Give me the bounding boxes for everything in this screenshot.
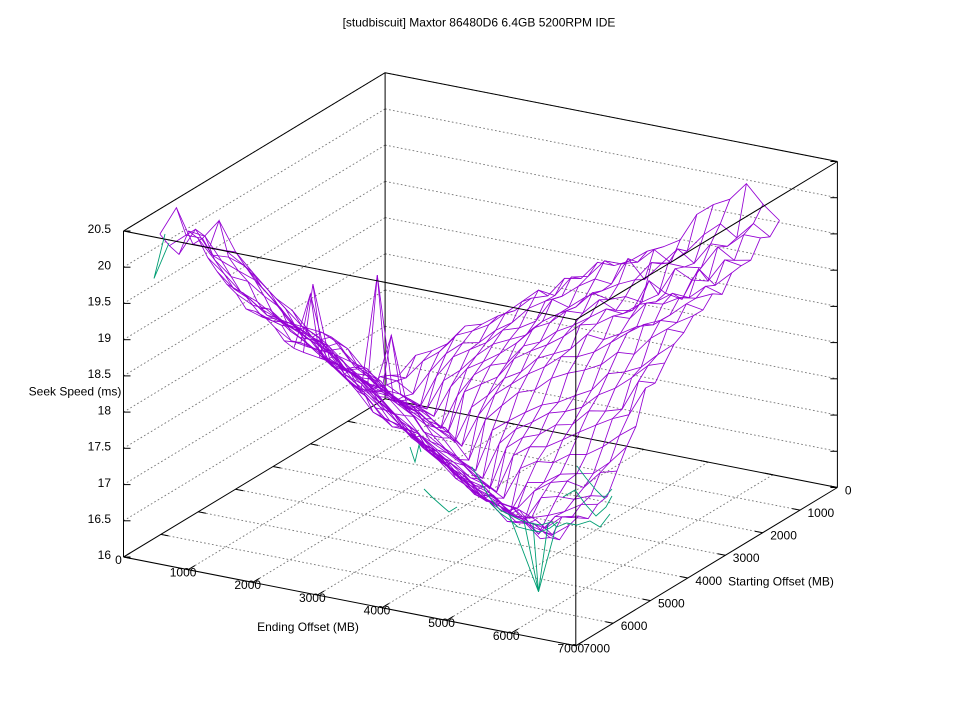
svg-text:6000: 6000 [493, 629, 520, 643]
svg-text:5000: 5000 [428, 616, 455, 630]
svg-text:16: 16 [98, 548, 112, 562]
svg-text:Seek Speed (ms): Seek Speed (ms) [29, 385, 122, 399]
svg-text:2000: 2000 [234, 578, 261, 592]
svg-text:20: 20 [98, 258, 112, 272]
svg-text:19: 19 [98, 331, 112, 345]
svg-text:0: 0 [115, 553, 122, 567]
svg-text:1000: 1000 [808, 506, 835, 520]
svg-text:0: 0 [845, 483, 852, 497]
svg-text:16.5: 16.5 [88, 512, 112, 526]
svg-text:2000: 2000 [770, 529, 797, 543]
svg-text:1000: 1000 [170, 566, 197, 580]
svg-text:3000: 3000 [299, 591, 326, 605]
svg-text:17: 17 [98, 476, 112, 490]
svg-text:6000: 6000 [621, 619, 648, 633]
svg-text:20.5: 20.5 [88, 222, 112, 236]
svg-text:7000: 7000 [557, 642, 584, 656]
svg-text:7000: 7000 [583, 642, 610, 656]
svg-text:18.5: 18.5 [88, 367, 112, 381]
svg-text:19.5: 19.5 [88, 295, 112, 309]
svg-text:18: 18 [98, 403, 112, 417]
svg-text:Ending Offset (MB): Ending Offset (MB) [257, 620, 359, 634]
svg-text:[studbiscuit] Maxtor 86480D6 6: [studbiscuit] Maxtor 86480D6 6.4GB 5200R… [343, 16, 616, 30]
svg-text:4000: 4000 [364, 604, 391, 618]
svg-text:5000: 5000 [658, 596, 685, 610]
svg-text:Starting Offset (MB): Starting Offset (MB) [728, 575, 834, 589]
svg-text:4000: 4000 [695, 574, 722, 588]
svg-text:3000: 3000 [733, 551, 760, 565]
svg-text:17.5: 17.5 [88, 440, 112, 454]
